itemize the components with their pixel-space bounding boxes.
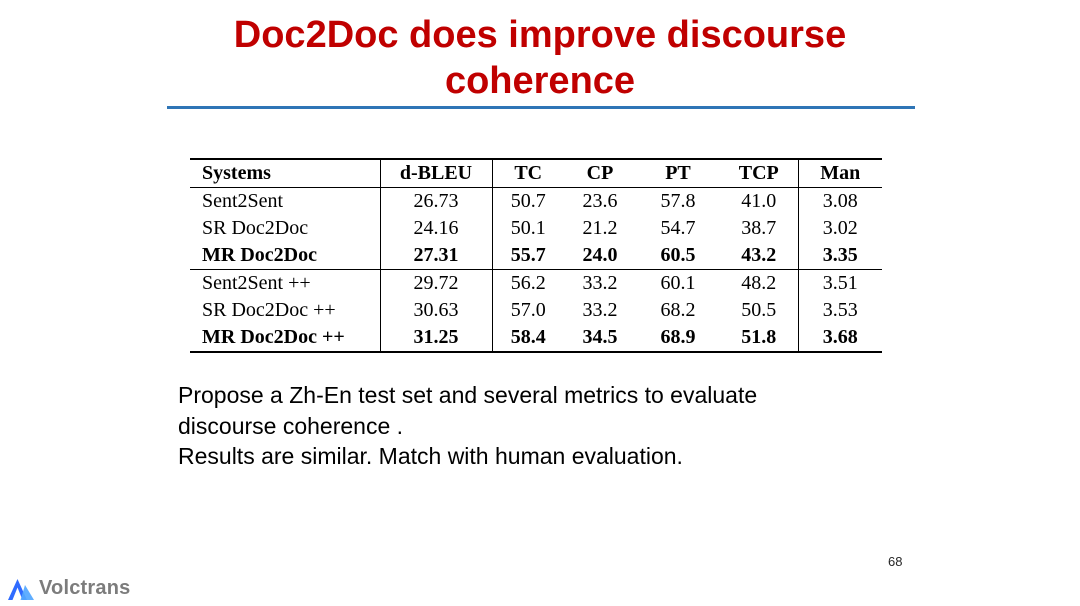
table-cell: 31.25 <box>380 324 493 352</box>
table-cell: 43.2 <box>741 244 777 266</box>
table-cell: 24.0 <box>582 244 618 266</box>
table-cell: MR Doc2Doc ++ <box>190 324 381 352</box>
table-cell: 57.8 <box>660 190 696 212</box>
table-cell: 68.9 <box>660 326 696 348</box>
table-cell: 24.16 <box>380 215 493 242</box>
title-underline <box>167 106 915 109</box>
table-cell: 33.2 <box>564 269 636 297</box>
table-cell: 30.63 <box>380 297 493 324</box>
table-cell: 55.7 <box>510 244 546 266</box>
column-header: TC <box>492 159 564 188</box>
table-cell: SR Doc2Doc ++ <box>190 297 381 324</box>
column-header: CP <box>564 159 636 188</box>
table-cell: 3.35 <box>797 242 882 270</box>
table-cell: 50.7 <box>510 190 546 212</box>
table-cell: 38.7 <box>741 217 777 239</box>
table-cell: 34.5 <box>582 326 618 348</box>
table-cell: Sent2Sent <box>190 187 381 215</box>
table-cell: 21.2 <box>582 217 618 239</box>
column-header: d-BLEU <box>380 159 493 188</box>
table-cell: 3.51 <box>797 269 882 297</box>
volctrans-logo: Volctrans <box>8 577 130 600</box>
table-cell: 58.4 <box>510 326 546 348</box>
table-cell: 41.0 <box>741 190 777 212</box>
table-cell: Sent2Sent ++ <box>190 269 381 297</box>
table-cell: 60.5 <box>660 244 696 266</box>
table-cell: 68.2 <box>660 299 696 321</box>
table-cell: 60.1 <box>636 269 720 297</box>
table-cell: 57.0 <box>510 299 546 321</box>
table-row: Sent2Sent ++ 29.72 56.2 33.2 60.1 48.2 3… <box>190 269 882 297</box>
body-sentence-1: Propose a Zh-En test set and several met… <box>178 382 758 439</box>
table-row: Sent2Sent 26.73 50.7 23.6 57.8 41.0 3.08 <box>190 187 882 215</box>
table-cell: SR Doc2Doc <box>190 215 381 242</box>
volctrans-logo-text: Volctrans <box>39 577 131 599</box>
table-cell: 3.68 <box>797 324 882 352</box>
page-title: Doc2Doc does improve discourse coherence <box>233 14 847 103</box>
table-cell: 33.2 <box>582 299 618 321</box>
table-row: SR Doc2Doc 24.16 50.1 21.2 54.7 38.7 3.0… <box>190 215 882 242</box>
slide-body-text: Propose a Zh-En test set and several met… <box>178 380 846 472</box>
table-cell: 48.2 <box>720 269 798 297</box>
column-header: Systems <box>190 159 381 188</box>
table-row: SR Doc2Doc ++ 30.63 57.0 33.2 68.2 50.5 … <box>190 297 882 324</box>
column-header: TCP <box>720 159 798 188</box>
body-sentence-2: Results are similar. Match with human ev… <box>178 443 683 470</box>
volctrans-logo-icon <box>8 578 34 600</box>
table-cell: 54.7 <box>660 217 696 239</box>
table-row: MR Doc2Doc 27.31 55.7 24.0 60.5 43.2 3.3… <box>190 242 882 270</box>
table-header-row: Systems d-BLEU TC CP PT TCP Man <box>190 159 882 188</box>
table-cell: 26.73 <box>380 187 493 215</box>
table-cell: 23.6 <box>582 190 618 212</box>
table-cell: 3.08 <box>797 187 882 215</box>
column-header: Man <box>797 159 882 188</box>
results-table-container: Systems d-BLEU TC CP PT TCP Man Sent2Sen… <box>190 158 882 353</box>
table-cell: 27.31 <box>380 242 493 270</box>
table-cell: 50.5 <box>741 299 777 321</box>
results-table: Systems d-BLEU TC CP PT TCP Man Sent2Sen… <box>190 158 882 353</box>
table-cell: 50.1 <box>510 217 546 239</box>
table-cell: MR Doc2Doc <box>190 242 381 270</box>
table-cell: 3.02 <box>797 215 882 242</box>
table-cell: 29.72 <box>380 269 493 297</box>
table-cell: 56.2 <box>492 269 564 297</box>
table-row: MR Doc2Doc ++ 31.25 58.4 34.5 68.9 51.8 … <box>190 324 882 352</box>
column-header: PT <box>636 159 720 188</box>
table-cell: 3.53 <box>797 297 882 324</box>
table-cell: 51.8 <box>741 326 777 348</box>
page-number: 68 <box>888 554 903 569</box>
